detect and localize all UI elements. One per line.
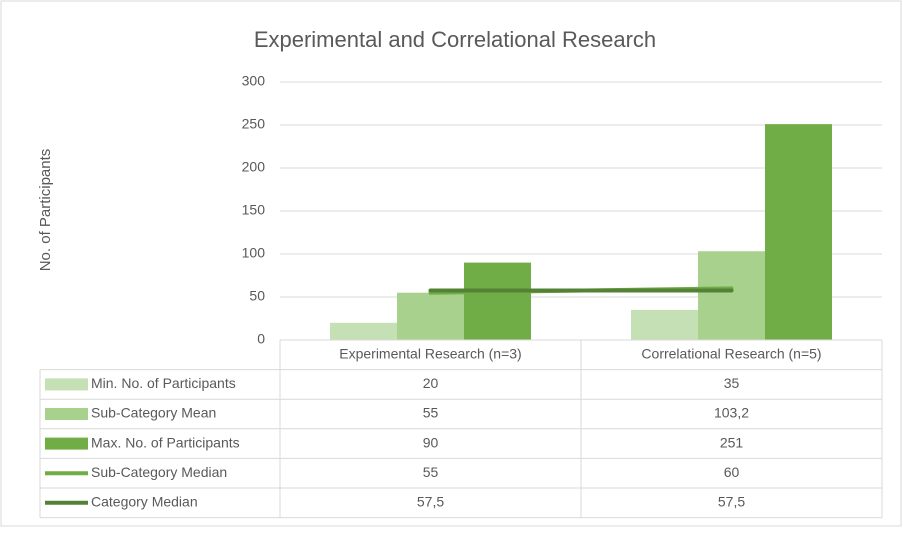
- y-tick-label: 150: [242, 202, 266, 218]
- table-value: 55: [423, 405, 439, 421]
- legend-label: Min. No. of Participants: [91, 375, 236, 391]
- legend-key: [45, 437, 88, 450]
- bar: [330, 322, 397, 340]
- x-tick-label: Experimental Research (n=3): [339, 346, 521, 362]
- table-value: 90: [423, 434, 439, 450]
- legend-label: Max. No. of Participants: [91, 434, 240, 450]
- table-value: 251: [720, 434, 744, 450]
- y-tick-label: 0: [257, 331, 265, 347]
- table-value: 35: [724, 375, 740, 391]
- bar: [765, 124, 832, 340]
- table-value: 57,5: [417, 494, 444, 510]
- y-tick-label: 100: [242, 245, 266, 261]
- table-value: 103,2: [714, 405, 749, 421]
- y-tick-label: 250: [242, 116, 266, 132]
- legend-label: Sub-Category Mean: [91, 405, 216, 421]
- y-tick-label: 200: [242, 159, 266, 175]
- table-value: 57,5: [718, 494, 745, 510]
- legend-label: Sub-Category Median: [91, 464, 227, 480]
- legend-label: Category Median: [91, 494, 198, 510]
- chart-title: Experimental and Correlational Research: [254, 27, 656, 52]
- bar: [631, 309, 698, 340]
- bar: [464, 262, 531, 340]
- y-tick-label: 300: [242, 73, 266, 89]
- table-value: 20: [423, 375, 439, 391]
- bar: [698, 251, 765, 340]
- x-tick-label: Correlational Research (n=5): [641, 346, 821, 362]
- table-value: 60: [724, 464, 740, 480]
- legend-key: [45, 378, 88, 391]
- y-axis-label: No. of Participants: [37, 149, 54, 272]
- bar: [397, 292, 464, 340]
- legend-key: [45, 408, 88, 420]
- table-value: 55: [423, 464, 439, 480]
- y-tick-label: 50: [249, 288, 265, 304]
